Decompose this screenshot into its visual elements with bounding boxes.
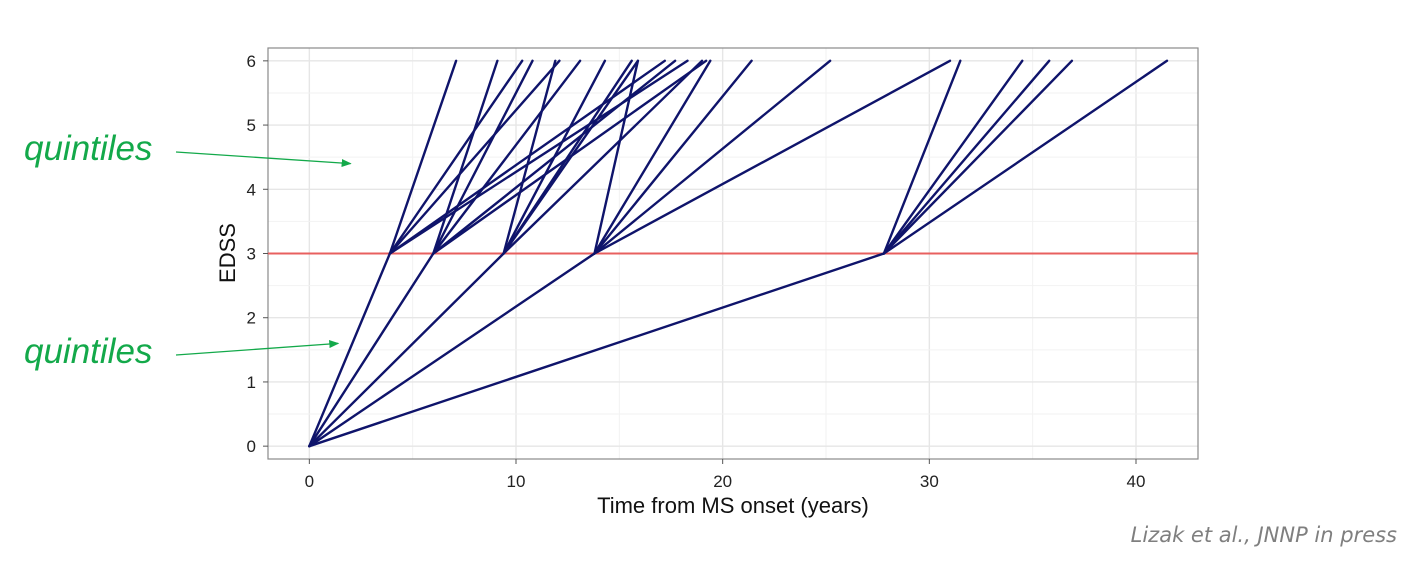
annotation-arrow-upper: [175, 151, 352, 167]
y-tick-label: 1: [247, 373, 256, 392]
x-tick-label: 20: [713, 472, 732, 491]
series-line: [593, 59, 640, 255]
series-line: [432, 59, 499, 255]
y-tick-label: 2: [247, 309, 256, 328]
grid: [268, 48, 1198, 459]
x-tick-label: 10: [507, 472, 526, 491]
series-line: [388, 59, 524, 255]
series-line: [388, 59, 458, 255]
series-line: [882, 59, 1074, 255]
x-tick-label: 0: [305, 472, 314, 491]
series-line: [308, 252, 435, 448]
series-line: [882, 59, 1051, 255]
citation: Lizak et al., JNNP in press: [1131, 523, 1397, 547]
series-line: [882, 59, 1024, 255]
x-tick-label: 30: [920, 472, 939, 491]
annotation-quintiles-lower: quintiles: [24, 332, 152, 371]
y-tick-label: 3: [247, 245, 256, 264]
series-line: [388, 59, 689, 255]
annotations: quintiles quintiles: [24, 129, 352, 371]
series-line: [593, 59, 753, 255]
series-line: [882, 59, 1169, 255]
y-tick-label: 4: [247, 180, 256, 199]
axis-ticks: 0 10 20 30 40 0 1 2 3 4 5 6: [247, 52, 1146, 491]
series-line: [388, 59, 561, 255]
series-line: [432, 59, 582, 255]
annotation-quintiles-upper: quintiles: [24, 129, 152, 168]
series-line: [308, 252, 596, 448]
series-line: [882, 59, 962, 255]
series-line: [593, 59, 712, 255]
series-line: [432, 59, 534, 255]
series-line: [308, 252, 886, 448]
series-line: [502, 59, 557, 255]
x-tick-label: 40: [1127, 472, 1146, 491]
y-tick-label: 6: [247, 52, 256, 71]
series-line: [593, 59, 952, 255]
y-axis-title: EDSS: [215, 223, 240, 283]
series-lines: [308, 59, 1169, 448]
series-line: [308, 252, 392, 448]
y-tick-label: 5: [247, 116, 256, 135]
series-line: [502, 59, 607, 255]
series-line: [308, 252, 505, 448]
x-axis-title: Time from MS onset (years): [597, 493, 869, 518]
series-line: [502, 59, 640, 255]
series-line: [593, 59, 832, 255]
annotation-arrow-lower: [175, 340, 340, 356]
series-line: [388, 59, 666, 255]
y-tick-label: 0: [247, 437, 256, 456]
series-line: [502, 59, 704, 255]
